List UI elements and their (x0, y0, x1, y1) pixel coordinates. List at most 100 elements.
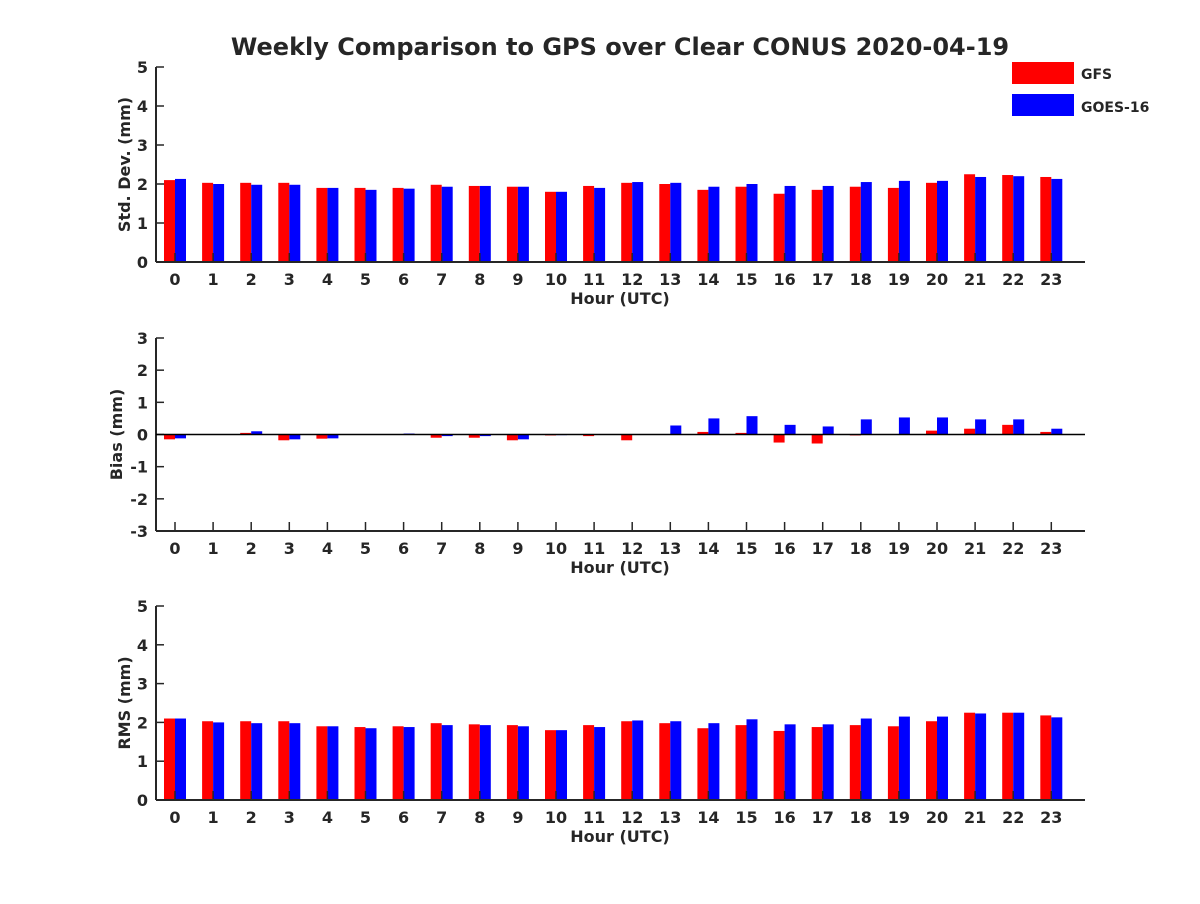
bar-goes16-hour-4 (327, 434, 339, 439)
bar-goes16-hour-9 (517, 434, 529, 440)
y-tick-label: 3 (137, 329, 148, 348)
bar-goes16-hour-9 (517, 726, 529, 800)
y-tick-label: 4 (137, 97, 148, 116)
x-tick-label: 13 (659, 539, 681, 558)
bar-goes16-hour-17 (822, 724, 834, 800)
bar-gfs-hour-19 (887, 187, 899, 262)
x-tick-label: 19 (888, 270, 910, 289)
bar-gfs-hour-3 (278, 721, 290, 800)
bar-goes16-hour-12 (632, 720, 644, 800)
bar-goes16-hour-0 (175, 718, 186, 800)
y-tick-label: 2 (137, 713, 148, 732)
legend-swatch-gfs (1012, 62, 1074, 84)
x-tick-label: 21 (964, 539, 986, 558)
bar-goes16-hour-15 (746, 184, 758, 262)
x-tick-label: 12 (621, 808, 643, 827)
bar-goes16-hour-3 (289, 184, 301, 262)
x-tick-label: 15 (735, 808, 757, 827)
bar-gfs-hour-8 (468, 434, 480, 438)
bar-goes16-hour-1 (213, 184, 225, 262)
bar-goes16-hour-7 (441, 725, 453, 800)
bar-gfs-hour-6 (392, 187, 404, 262)
bar-goes16-hour-21 (975, 419, 987, 435)
bar-gfs-hour-2 (240, 182, 252, 262)
bar-gfs-hour-18 (849, 725, 861, 800)
bar-gfs-hour-21 (964, 712, 976, 800)
x-tick-label: 10 (545, 539, 567, 558)
bar-goes16-hour-22 (1013, 176, 1025, 262)
bar-gfs-hour-22 (1002, 175, 1014, 262)
bar-gfs-hour-11 (583, 185, 595, 262)
bar-gfs-hour-14 (697, 728, 709, 800)
bar-gfs-hour-20 (926, 430, 937, 435)
bar-gfs-hour-0 (164, 180, 175, 262)
bar-goes16-hour-14 (708, 418, 720, 435)
legend: GFS GOES-16 (1012, 62, 1149, 116)
bar-goes16-hour-3 (289, 434, 301, 440)
x-tick-label: 14 (697, 539, 719, 558)
bar-gfs-hour-17 (811, 434, 823, 444)
x-tick-label: 15 (735, 270, 757, 289)
x-tick-label: 7 (436, 808, 447, 827)
bar-goes16-hour-16 (784, 424, 796, 435)
x-tick-label: 16 (773, 808, 795, 827)
bar-goes16-hour-19 (898, 417, 910, 435)
x-tick-label: 5 (360, 808, 371, 827)
y-tick-label: 0 (137, 791, 148, 810)
bar-gfs-hour-8 (468, 724, 480, 800)
bar-gfs-hour-22 (1002, 424, 1014, 435)
bar-gfs-hour-11 (583, 725, 595, 800)
bar-goes16-hour-7 (441, 186, 453, 262)
x-tick-label: 2 (246, 808, 257, 827)
bar-gfs-hour-15 (735, 432, 747, 435)
bar-gfs-hour-12 (621, 434, 633, 441)
y-axis-label-rms: RMS (mm) (115, 656, 134, 749)
bar-gfs-hour-12 (621, 721, 633, 800)
legend-label-gfs: GFS (1081, 67, 1112, 83)
bar-goes16-hour-21 (975, 176, 987, 262)
x-tick-label: 7 (436, 539, 447, 558)
x-tick-label: 23 (1040, 539, 1062, 558)
bar-gfs-hour-16 (773, 434, 785, 443)
bar-goes16-hour-13 (670, 721, 682, 800)
bar-gfs-hour-7 (430, 184, 442, 262)
bar-gfs-hour-10 (545, 191, 556, 262)
x-tick-label: 4 (322, 539, 333, 558)
y-tick-label: 0 (137, 426, 148, 445)
x-tick-label: 7 (436, 270, 447, 289)
x-tick-label: 18 (850, 270, 872, 289)
y-tick-label: 2 (137, 175, 148, 194)
x-tick-label: 18 (850, 808, 872, 827)
bar-goes16-hour-1 (213, 722, 225, 800)
bar-goes16-hour-6 (403, 188, 415, 262)
x-tick-label: 17 (812, 539, 834, 558)
bar-goes16-hour-23 (1051, 178, 1063, 262)
bar-gfs-hour-6 (392, 726, 404, 800)
bar-gfs-hour-12 (621, 182, 633, 262)
bar-goes16-hour-14 (708, 186, 720, 262)
x-tick-label: 16 (773, 539, 795, 558)
bar-gfs-hour-16 (773, 730, 785, 800)
bar-goes16-hour-16 (784, 185, 796, 262)
bar-gfs-hour-23 (1040, 176, 1052, 262)
x-tick-label: 2 (246, 270, 257, 289)
bar-gfs-hour-13 (659, 723, 671, 800)
bar-gfs-hour-23 (1040, 431, 1052, 435)
bar-goes16-hour-22 (1013, 712, 1025, 800)
bar-goes16-hour-16 (784, 724, 796, 800)
bar-gfs-hour-3 (278, 434, 290, 441)
bar-goes16-hour-10 (556, 191, 567, 262)
x-tick-label: 23 (1040, 808, 1062, 827)
bar-gfs-hour-22 (1002, 712, 1014, 800)
x-tick-label: 5 (360, 539, 371, 558)
bar-goes16-hour-11 (594, 187, 606, 262)
bar-goes16-hour-17 (822, 426, 834, 435)
bar-gfs-hour-9 (506, 434, 518, 441)
bar-goes16-hour-18 (860, 419, 872, 435)
bar-gfs-hour-17 (811, 189, 823, 262)
bar-gfs-hour-14 (697, 189, 709, 262)
x-tick-label: 3 (284, 539, 295, 558)
x-axis-label: Hour (UTC) (570, 289, 670, 308)
bar-gfs-hour-23 (1040, 715, 1052, 800)
